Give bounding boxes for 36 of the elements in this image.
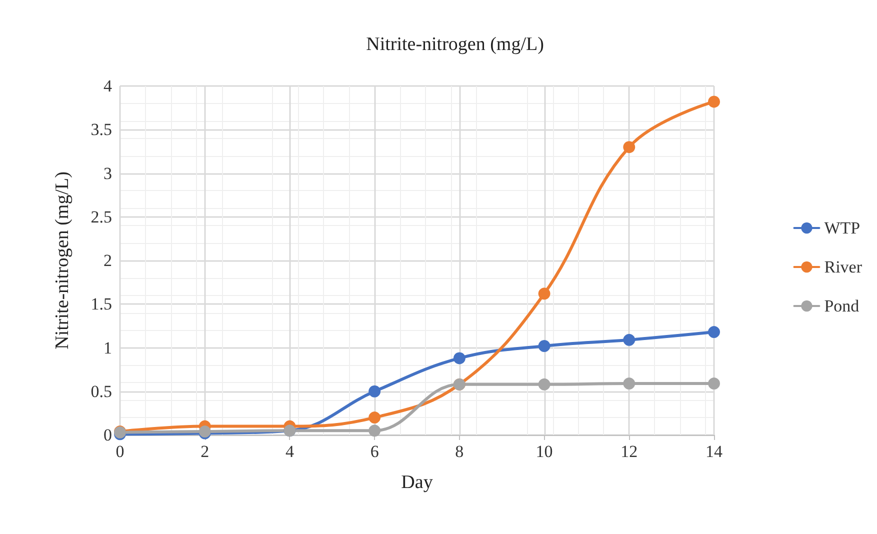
x-tick-label: 12 <box>620 442 638 461</box>
y-tick-label: 1 <box>104 338 112 358</box>
x-tick-label: 0 <box>116 442 124 461</box>
x-tick-label: 8 <box>455 442 464 461</box>
y-tick-label: 0.5 <box>90 382 112 401</box>
point <box>538 288 550 300</box>
y-tick-label: 4 <box>104 76 112 96</box>
y-tick-label: 2.5 <box>90 207 112 226</box>
y-tick-label: 2 <box>104 251 112 270</box>
point <box>623 334 636 346</box>
point <box>368 385 381 398</box>
x-axis-title: Day <box>401 472 434 493</box>
point <box>368 424 381 437</box>
x-tick-label: 2 <box>200 442 210 461</box>
x-tick-label: 10 <box>536 442 553 461</box>
point <box>708 326 720 338</box>
point <box>453 352 466 364</box>
legend-label: Pond <box>824 296 860 316</box>
point <box>538 340 550 352</box>
x-tick-label: 4 <box>285 442 294 461</box>
point <box>623 378 636 390</box>
y-tick-label: 0 <box>104 426 112 444</box>
y-tick-label: 1.5 <box>90 294 112 314</box>
point <box>708 378 720 390</box>
y-axis-title: Nitrite-nitrogen (mg/L) <box>52 172 73 350</box>
point <box>623 141 636 154</box>
legend-label: River <box>824 258 862 276</box>
x-tick-label: 14 <box>706 442 723 461</box>
legend-label: WTP <box>824 218 860 238</box>
point <box>368 412 381 424</box>
x-tick-label: 6 <box>370 442 379 461</box>
y-tick-label: 3 <box>104 164 112 183</box>
point <box>538 378 550 390</box>
y-tick-label: 3.5 <box>90 120 112 140</box>
chart-title: Nitrite-nitrogen (mg/L) <box>366 34 544 55</box>
point <box>708 96 720 108</box>
